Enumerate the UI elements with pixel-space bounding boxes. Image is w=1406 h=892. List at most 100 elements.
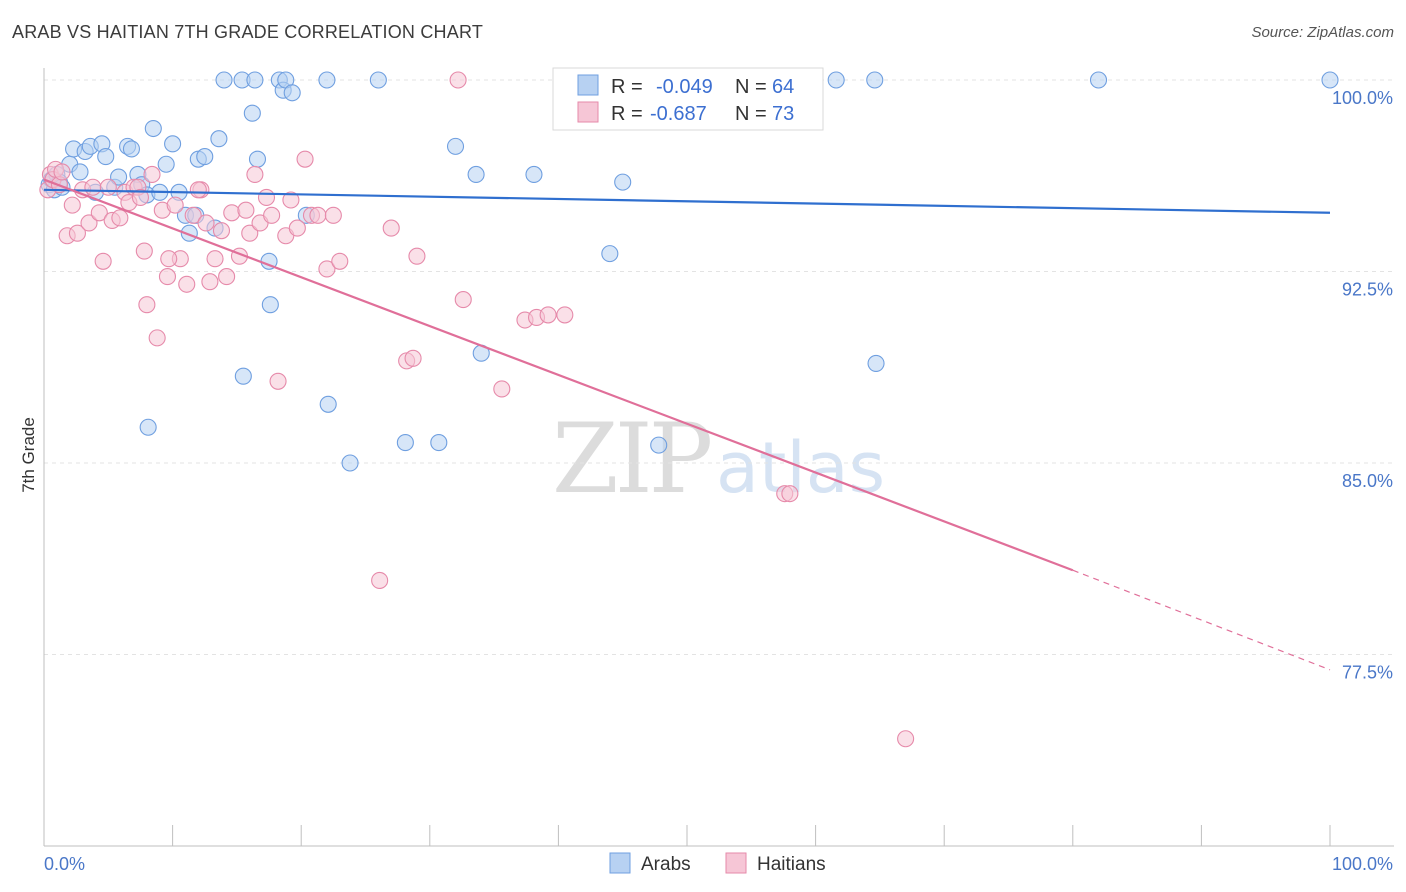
legend-r-value-haitians: -0.687 (650, 103, 707, 125)
data-point-haitians (184, 206, 202, 224)
data-point-arabs (369, 71, 387, 89)
data-point-haitians (539, 306, 557, 324)
axes (43, 68, 1394, 847)
bottom-legend-label-haitians: Haitians (757, 854, 826, 875)
data-point-arabs (650, 436, 668, 454)
data-point-arabs (467, 165, 485, 184)
data-point-arabs (243, 104, 261, 122)
data-point-haitians (449, 71, 467, 89)
top-legend: R = -0.049 N = 64 R = -0.687 N = 73 (552, 67, 824, 131)
data-point-haitians (166, 196, 184, 214)
data-point-haitians (371, 571, 389, 590)
watermark: ZIP atlas (552, 403, 885, 515)
data-point-haitians (246, 165, 264, 184)
data-point-arabs (234, 367, 252, 385)
bottom-legend-swatch-arabs (609, 852, 631, 874)
data-point-haitians (94, 252, 112, 270)
data-point-arabs (430, 434, 448, 452)
legend-r-label-haitians: R = (611, 103, 643, 125)
data-point-haitians (309, 206, 327, 224)
data-point-arabs (319, 395, 337, 413)
data-point-arabs (110, 168, 128, 186)
data-point-haitians (131, 188, 149, 207)
trend-line-extension-haitians (1072, 569, 1331, 671)
data-point-arabs (144, 119, 162, 138)
data-point-haitians (138, 296, 156, 314)
data-point-haitians (135, 242, 153, 260)
bottom-legend: Arabs Haitians (609, 852, 826, 875)
data-point-arabs (157, 155, 175, 173)
data-point-haitians (408, 247, 426, 265)
data-point-haitians (80, 214, 98, 232)
data-point-arabs (215, 71, 233, 89)
data-point-arabs (139, 418, 157, 436)
x-tick-labels: 0.0% 100.0% (44, 854, 1393, 874)
data-point-haitians (63, 196, 81, 214)
data-point-haitians (454, 291, 472, 309)
data-point-haitians (556, 306, 574, 324)
data-point-haitians (160, 250, 178, 268)
data-point-haitians (241, 224, 259, 242)
data-point-arabs (866, 71, 884, 89)
data-point-haitians (781, 485, 799, 503)
data-point-haitians (296, 150, 314, 168)
data-point-haitians (324, 206, 342, 224)
data-point-haitians (897, 730, 915, 748)
data-point-haitians (53, 163, 71, 181)
bottom-legend-swatch-haitians (725, 852, 747, 874)
data-point-haitians (223, 204, 241, 222)
data-point-haitians (331, 252, 349, 270)
source-label: Source: ZipAtlas.com (1251, 24, 1394, 41)
data-point-haitians (158, 268, 177, 286)
y-tick-label: 92.5% (1342, 280, 1393, 300)
data-point-haitians (318, 260, 336, 278)
data-point-haitians (197, 214, 215, 232)
legend-n-label-arabs: N = (735, 76, 767, 98)
legend-r-label-arabs: R = (611, 76, 643, 98)
data-point-arabs (601, 245, 619, 263)
series-layer (39, 71, 1339, 748)
data-point-haitians (90, 204, 108, 222)
data-point-arabs (318, 71, 336, 89)
chart-title: ARAB VS HAITIAN 7TH GRADE CORRELATION CH… (12, 22, 484, 42)
data-point-arabs (525, 165, 543, 184)
data-point-arabs (867, 354, 885, 372)
data-point-haitians (206, 250, 224, 268)
data-point-arabs (97, 148, 115, 166)
data-point-arabs (196, 148, 214, 166)
y-tick-label: 100.0% (1332, 88, 1393, 108)
data-point-haitians (143, 165, 161, 184)
data-point-haitians (148, 329, 166, 347)
data-point-haitians (263, 206, 281, 224)
data-point-arabs (261, 296, 279, 314)
data-point-haitians (218, 268, 236, 286)
data-point-arabs (71, 163, 89, 181)
data-point-arabs (827, 71, 845, 89)
legend-n-value-arabs: 64 (772, 76, 794, 98)
data-point-haitians (201, 273, 219, 291)
data-point-haitians (212, 222, 231, 240)
data-point-arabs (614, 173, 632, 191)
data-point-arabs (1321, 71, 1339, 89)
data-point-arabs (283, 84, 301, 102)
watermark-zip: ZIP (552, 403, 711, 515)
data-point-haitians (84, 178, 102, 196)
data-point-arabs (446, 137, 465, 155)
y-tick-label: 77.5% (1342, 663, 1393, 683)
data-point-haitians (237, 201, 255, 219)
data-point-haitians (68, 224, 86, 242)
legend-n-value-haitians: 73 (772, 103, 794, 125)
data-point-arabs (164, 135, 182, 153)
data-point-haitians (269, 372, 287, 390)
data-point-arabs (341, 454, 359, 472)
data-point-haitians (493, 380, 511, 398)
data-point-haitians (282, 191, 300, 209)
y-axis-title: 7th Grade (19, 417, 38, 493)
trend-layer (43, 178, 1331, 671)
trend-line-arabs (43, 188, 1331, 214)
data-point-arabs (1089, 71, 1108, 89)
legend-swatch-arabs (577, 74, 599, 96)
data-point-haitians (382, 219, 400, 237)
data-point-haitians (178, 275, 196, 293)
data-point-arabs (246, 71, 264, 89)
